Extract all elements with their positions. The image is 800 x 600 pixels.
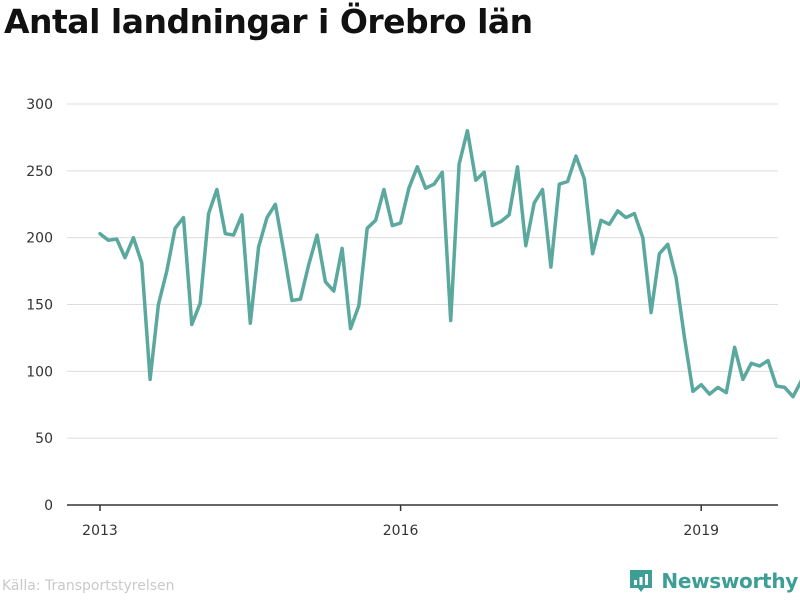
- y-tick-label: 0: [44, 498, 53, 514]
- source-note: Källa: Transportstyrelsen: [2, 578, 175, 594]
- brand-logo[interactable]: Newsworthy: [627, 567, 798, 595]
- grid-lines: [67, 103, 778, 506]
- series-line: [98, 128, 800, 399]
- brand-name: Newsworthy: [661, 569, 798, 593]
- series-layer: [98, 128, 800, 399]
- x-tick-label: 2019: [683, 523, 719, 539]
- x-tick-label: 2013: [82, 523, 118, 539]
- x-tick-label: 2016: [383, 523, 419, 539]
- y-tick-label: 300: [26, 97, 53, 113]
- y-tick-label: 150: [26, 298, 53, 314]
- page-title: Antal landningar i Örebro län: [4, 2, 533, 41]
- chart-logo-icon: [630, 570, 653, 592]
- y-tick-label: 50: [35, 431, 53, 447]
- x-ticks: 2013201620192021: [82, 505, 719, 539]
- y-tick-label: 250: [26, 164, 53, 180]
- y-tick-label: 100: [26, 364, 53, 380]
- y-tick-labels: 0 50 100 150 200 250 300: [26, 97, 53, 514]
- y-tick-label: 200: [26, 231, 53, 247]
